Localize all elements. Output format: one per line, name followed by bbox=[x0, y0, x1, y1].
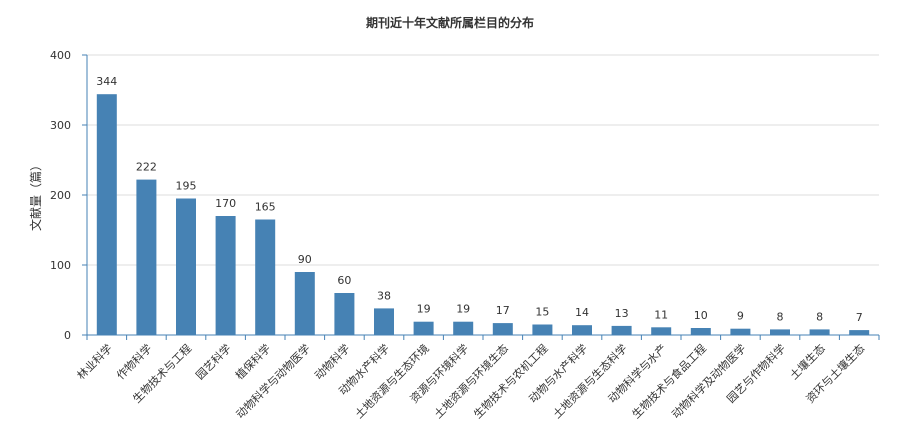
bar[interactable] bbox=[572, 325, 592, 335]
bar[interactable] bbox=[413, 321, 434, 335]
y-tick-label: 100 bbox=[50, 259, 71, 272]
bar[interactable] bbox=[730, 328, 751, 335]
bar[interactable] bbox=[453, 321, 474, 335]
bar-value-label: 19 bbox=[417, 303, 431, 316]
bar-value-label: 90 bbox=[298, 253, 312, 266]
x-tick-label: 动物科学与动物医学 bbox=[233, 341, 313, 421]
bar-value-label: 11 bbox=[654, 308, 668, 321]
bar-value-label: 38 bbox=[377, 289, 391, 302]
x-tick-label: 土壤生态 bbox=[787, 341, 828, 382]
bar-value-label: 13 bbox=[615, 307, 629, 320]
bar[interactable] bbox=[849, 330, 870, 335]
x-tick-label: 林业科学 bbox=[74, 341, 115, 382]
bar-value-label: 15 bbox=[535, 306, 549, 319]
bar-value-label: 195 bbox=[176, 180, 197, 193]
bar[interactable] bbox=[176, 198, 196, 336]
bar-value-label: 165 bbox=[255, 201, 276, 214]
bar-value-label: 14 bbox=[575, 306, 589, 319]
bar-value-label: 8 bbox=[777, 310, 784, 323]
bar[interactable] bbox=[96, 94, 117, 335]
bar[interactable] bbox=[532, 324, 553, 336]
x-tick-label: 生物技术与食品工程 bbox=[629, 341, 709, 421]
bar-value-label: 170 bbox=[215, 197, 236, 210]
y-tick-label: 300 bbox=[50, 119, 71, 132]
y-axis-label: 文献量（篇） bbox=[28, 159, 43, 231]
bar[interactable] bbox=[492, 323, 513, 335]
bar-value-label: 9 bbox=[737, 310, 744, 323]
bar-value-label: 7 bbox=[856, 311, 863, 324]
bar[interactable] bbox=[255, 219, 276, 336]
bar-value-label: 60 bbox=[337, 274, 351, 287]
bar[interactable] bbox=[136, 179, 157, 335]
bar[interactable] bbox=[611, 325, 632, 335]
bar-value-label: 344 bbox=[96, 75, 117, 88]
x-tick-label: 土地资源与环境生态 bbox=[431, 341, 511, 421]
chart-title: 期刊近十年文献所属栏目的分布 bbox=[366, 15, 534, 30]
y-tick-label: 400 bbox=[50, 49, 71, 62]
x-tick-label: 园艺科学 bbox=[193, 341, 234, 382]
bar[interactable] bbox=[215, 216, 236, 335]
y-tick-label: 200 bbox=[50, 189, 71, 202]
x-tick-label: 动物科学 bbox=[312, 341, 353, 382]
x-tick-label: 生物技术与农机工程 bbox=[471, 341, 551, 421]
x-tick-label: 植保科学 bbox=[232, 341, 273, 382]
axes bbox=[82, 54, 880, 340]
bar[interactable] bbox=[294, 272, 315, 335]
bar-value-label: 222 bbox=[136, 161, 157, 174]
labels: 0100200300400344林业科学222作物科学195生物技术与工程170… bbox=[50, 49, 867, 421]
bar-value-label: 17 bbox=[496, 304, 510, 317]
bar[interactable] bbox=[809, 329, 830, 335]
y-tick-label: 0 bbox=[64, 329, 71, 342]
bar[interactable] bbox=[690, 328, 711, 335]
bar[interactable] bbox=[770, 329, 790, 335]
bar-value-label: 19 bbox=[456, 303, 470, 316]
bar[interactable] bbox=[374, 308, 394, 335]
bar[interactable] bbox=[651, 327, 672, 335]
x-tick-label: 作物科学 bbox=[114, 341, 155, 382]
bar-value-label: 10 bbox=[694, 309, 708, 322]
x-tick-label: 土地资源与生态科学 bbox=[550, 341, 630, 421]
x-tick-label: 土地资源与生态环境 bbox=[352, 341, 432, 421]
x-tick-label: 动物科学及动物医学 bbox=[669, 341, 749, 421]
bar[interactable] bbox=[334, 293, 355, 335]
bar-value-label: 8 bbox=[816, 310, 823, 323]
gridlines bbox=[87, 54, 879, 266]
bars bbox=[96, 94, 870, 336]
